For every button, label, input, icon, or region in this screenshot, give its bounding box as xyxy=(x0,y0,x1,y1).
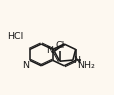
Text: HCl: HCl xyxy=(8,32,24,41)
Text: NH₂: NH₂ xyxy=(76,61,94,70)
Text: N: N xyxy=(45,46,52,55)
Text: Cl: Cl xyxy=(55,41,64,50)
Text: N: N xyxy=(73,56,80,65)
Text: N: N xyxy=(22,61,29,70)
